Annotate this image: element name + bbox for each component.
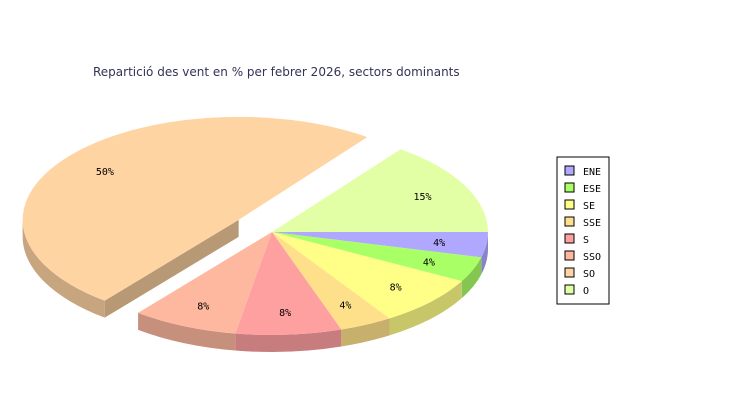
slice-label-se: 8% — [390, 283, 402, 294]
pie-slice-s — [235, 232, 342, 335]
legend-box — [556, 156, 610, 305]
pie-plot: 4% 4% 8% 4% 8% 8% 50% 15% — [22, 116, 488, 352]
pie-side-so — [22, 219, 105, 318]
legend-label-s: S — [583, 235, 589, 246]
pie-slice-sse — [272, 232, 390, 330]
chart-title: Repartició des vent en % per febrer 2026… — [93, 65, 460, 79]
slice-label-sso: 8% — [197, 301, 209, 312]
slice-label-ene: 4% — [433, 238, 445, 249]
pie-side-sso — [138, 312, 236, 351]
legend-swatch-ene — [564, 165, 575, 176]
pie-slice-sso — [138, 232, 272, 334]
legend: ENE ESE SE SSE S SSO SO O — [556, 156, 610, 305]
pie-side-sse — [341, 318, 390, 347]
legend-label-sse: SSE — [583, 218, 601, 229]
pie-slice-o — [272, 149, 488, 232]
pie-side-s — [235, 329, 342, 352]
slice-label-s: 8% — [279, 308, 291, 319]
legend-label-ese: ESE — [583, 184, 601, 195]
legend-swatch-so — [564, 267, 575, 278]
slice-label-ese: 4% — [423, 257, 435, 268]
slice-label-o: 15% — [413, 192, 431, 203]
pie-slice-ene — [272, 232, 488, 258]
legend-swatch-se — [564, 199, 575, 210]
legend-label-sso: SSO — [583, 252, 601, 263]
pie-side-ene — [481, 232, 488, 275]
slice-label-so: 50% — [96, 167, 114, 178]
legend-label-o: O — [583, 286, 589, 297]
pie-side-se — [389, 281, 462, 336]
legend-swatch-o — [564, 284, 575, 295]
pie-side-ese — [461, 257, 482, 299]
slice-label-sse: 4% — [339, 300, 351, 311]
legend-label-se: SE — [583, 201, 595, 212]
legend-swatch-sse — [564, 216, 575, 227]
pie-slice-so — [22, 116, 368, 301]
pie-slice-se — [272, 232, 462, 319]
legend-label-ene: ENE — [583, 167, 601, 178]
legend-label-so: SO — [583, 269, 595, 280]
pie-slice-ese — [272, 232, 482, 282]
legend-swatch-sso — [564, 250, 575, 261]
legend-swatch-ese — [564, 182, 575, 193]
pie-cut-so — [104, 219, 239, 318]
legend-swatch-s — [564, 233, 575, 244]
